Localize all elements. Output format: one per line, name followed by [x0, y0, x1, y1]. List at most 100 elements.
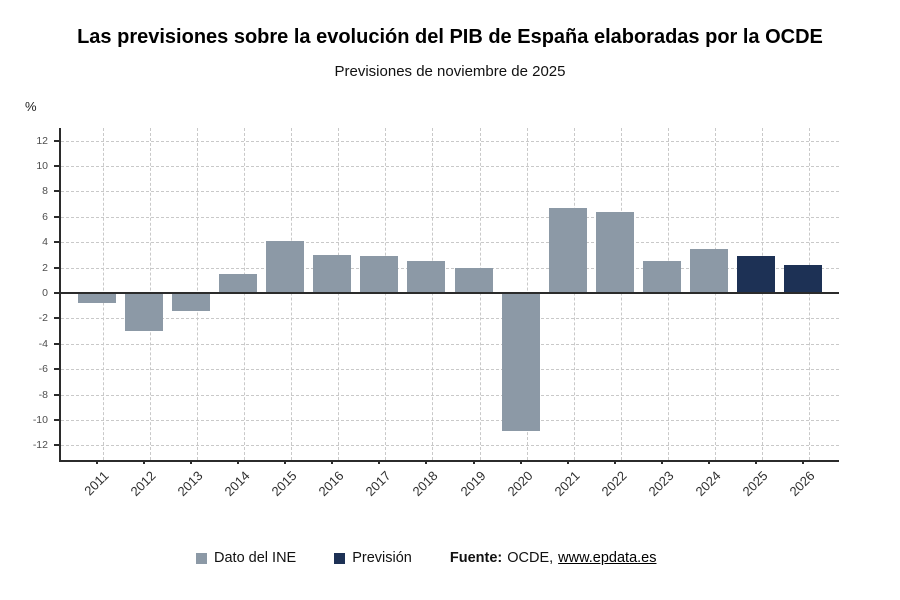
x-tick-mark — [378, 460, 381, 464]
y-axis-tick-label: -4 — [38, 337, 48, 350]
x-tick-mark — [331, 460, 334, 464]
y-tick-mark — [54, 444, 59, 447]
y-axis-tick-label: 2 — [42, 261, 48, 274]
x-axis-tick-label: 2016 — [315, 468, 347, 500]
x-gridline — [291, 128, 293, 460]
y-tick-mark — [54, 215, 59, 218]
x-gridline — [243, 128, 245, 460]
x-axis-tick-label: 2019 — [457, 468, 489, 500]
y-gridline — [61, 445, 839, 447]
x-tick-mark — [425, 460, 428, 464]
y-axis-tick-label: 6 — [42, 210, 48, 223]
y-gridline — [61, 420, 839, 421]
x-axis-tick-label: 2020 — [504, 468, 536, 500]
y-gridline — [61, 343, 839, 345]
y-axis-tick-label: -12 — [32, 439, 48, 452]
bar-2020-ine — [501, 293, 540, 432]
x-axis-tick-label: 2021 — [551, 468, 583, 500]
x-axis-tick-label: 2022 — [598, 468, 630, 500]
x-tick-mark — [236, 460, 239, 464]
y-tick-mark — [54, 266, 59, 269]
x-axis-tick-label: 2024 — [692, 468, 724, 500]
plot-area — [54, 128, 839, 464]
y-gridline — [61, 267, 839, 269]
y-axis-tick-label: 0 — [42, 287, 48, 299]
y-gridline — [61, 191, 839, 193]
bar-2011-ine — [77, 293, 116, 304]
bar-2015-ine — [266, 240, 305, 293]
y-axis-tick-label: 12 — [36, 134, 48, 147]
y-gridline — [61, 369, 839, 371]
y-axis-unit-label: % — [25, 99, 37, 114]
y-tick-mark — [54, 241, 59, 244]
y-tick-mark — [54, 317, 59, 320]
y-tick-mark — [54, 165, 59, 167]
y-axis-tick-label: -6 — [38, 363, 48, 376]
x-tick-mark — [755, 460, 758, 464]
x-axis-tick-label: 2017 — [362, 468, 394, 500]
bar-2019-ine — [454, 267, 493, 293]
source-text: OCDE, — [507, 550, 554, 566]
bar-2013-ine — [171, 293, 210, 311]
y-axis-tick-label: -8 — [38, 388, 48, 401]
x-tick-mark — [802, 460, 805, 464]
y-gridline — [61, 394, 839, 396]
bar-2016-ine — [313, 254, 352, 293]
bar-2014-ine — [218, 273, 257, 293]
source-link[interactable]: www.epdata.es — [558, 550, 657, 566]
x-tick-mark — [566, 460, 569, 464]
x-axis-tick-label: 2018 — [409, 468, 442, 500]
y-tick-mark — [54, 342, 59, 345]
legend-swatch-dato-del-ine — [196, 552, 207, 564]
x-axis-tick-label: 2015 — [268, 468, 300, 500]
x-tick-mark — [661, 460, 664, 464]
y-gridline — [61, 140, 839, 142]
y-tick-mark — [54, 393, 59, 396]
y-gridline — [61, 166, 839, 167]
x-gridline — [432, 128, 434, 460]
source-prefix: Fuente: — [449, 550, 503, 566]
legend-label-prevision: Previsión — [352, 550, 412, 566]
x-gridline — [762, 128, 764, 460]
x-gridline — [479, 128, 481, 460]
x-gridline — [668, 128, 670, 460]
bar-2026-prevision — [784, 265, 823, 293]
page-subtitle: Previsiones de noviembre de 2025 — [334, 63, 566, 80]
y-axis-tick-label: 4 — [42, 236, 48, 249]
x-gridline — [620, 128, 622, 460]
x-axis-tick-label: 2012 — [127, 468, 159, 500]
x-gridline — [715, 128, 717, 460]
x-axis-tick-label: 2014 — [221, 468, 253, 500]
y-tick-mark — [54, 368, 59, 371]
bar-2023-ine — [643, 261, 682, 293]
page-title: Las previsiones sobre la evolución del P… — [77, 26, 823, 48]
y-gridline — [61, 242, 839, 244]
bar-2021-ine — [548, 207, 587, 293]
bar-2012-ine — [124, 293, 163, 332]
y-axis-tick-label: -10 — [32, 414, 48, 426]
y-axis-tick-label: -2 — [38, 312, 48, 325]
bar-2018-ine — [407, 261, 446, 293]
y-gridline — [61, 318, 839, 320]
y-gridline — [61, 216, 839, 218]
bar-2022-ine — [595, 211, 634, 293]
x-tick-mark — [472, 460, 475, 464]
x-gridline — [809, 128, 811, 460]
x-tick-mark — [519, 460, 522, 464]
x-gridline — [385, 128, 387, 460]
legend: Dato del INE Previsión Fuente: OCDE, www… — [196, 548, 656, 568]
source-line: Fuente: OCDE, www.epdata.es — [450, 550, 657, 566]
y-tick-mark — [54, 139, 59, 142]
y-axis-tick-label: 10 — [36, 160, 48, 172]
x-axis-tick-label: 2023 — [645, 468, 677, 500]
y-tick-mark — [54, 190, 59, 193]
x-tick-mark — [142, 460, 145, 464]
bar-2025-prevision — [737, 256, 776, 293]
x-axis-tick-label: 2025 — [739, 468, 771, 500]
x-gridline — [338, 128, 340, 460]
legend-label-dato-del-ine: Dato del INE — [214, 550, 297, 566]
zero-axis-line — [61, 292, 839, 294]
x-tick-mark — [189, 460, 192, 464]
x-axis-tick-label: 2013 — [174, 468, 206, 500]
